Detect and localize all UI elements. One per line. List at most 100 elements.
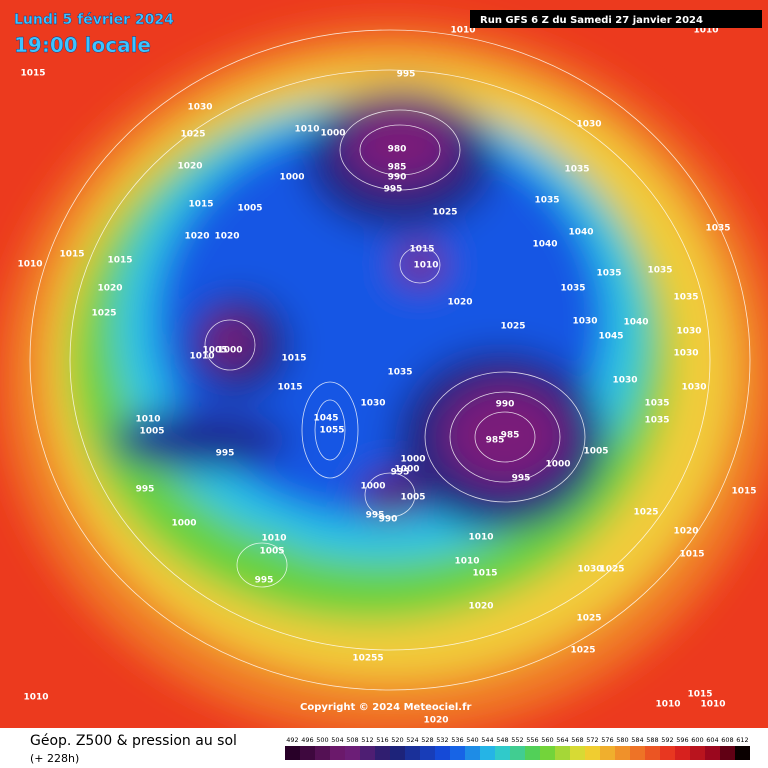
pressure-label: 1020 — [447, 298, 472, 308]
pressure-label: 1010 — [450, 26, 475, 36]
pressure-label: 1025 — [576, 614, 601, 624]
colorbar-tick-label: 520 — [391, 736, 403, 744]
colorbar-cell — [330, 746, 345, 760]
pressure-label: 1030 — [612, 376, 637, 386]
colorbar-cell — [600, 746, 615, 760]
pressure-label: 1035 — [534, 196, 559, 206]
colorbar-tick-label: 532 — [436, 736, 448, 744]
pressure-label: 1025 — [599, 565, 624, 575]
pressure-label: 990 — [496, 400, 515, 410]
pressure-label: 995 — [384, 185, 403, 195]
pressure-label: 1040 — [568, 228, 593, 238]
pressure-label: 1045 — [598, 332, 623, 342]
pressure-label: 1015 — [281, 354, 306, 364]
pressure-label: 10255 — [352, 654, 383, 664]
pressure-label: 1010 — [189, 352, 214, 362]
colorbar-tick-label: 540 — [466, 736, 478, 744]
colorbar-tick-label: 604 — [706, 736, 718, 744]
pressure-label: 995 — [391, 468, 410, 478]
pressure-label: 1055 — [319, 426, 344, 436]
pressure-label: 1010 — [454, 557, 479, 567]
pressure-label: 1000 — [400, 455, 425, 465]
forecast-date: Lundi 5 février 2024 — [14, 12, 174, 28]
colorbar-cell — [645, 746, 660, 760]
colorbar-cell — [630, 746, 645, 760]
pressure-label: 1000 — [320, 129, 345, 139]
pressure-label: 990 — [379, 515, 398, 525]
pressure-label: 1030 — [576, 120, 601, 130]
colorbar-cell — [615, 746, 630, 760]
pressure-label: 1015 — [20, 69, 45, 79]
pressure-label: 1010 — [413, 261, 438, 271]
colorbar: 492 496 500 504 508 512 516 520 524 528 532 536 540 5… — [285, 736, 750, 760]
pressure-label: 1035 — [596, 269, 621, 279]
pressure-label: 1000 — [545, 460, 570, 470]
colorbar-cell — [480, 746, 495, 760]
pressure-label: 1020 — [423, 716, 448, 726]
colorbar-tick-label: 564 — [556, 736, 568, 744]
pressure-label: 1030 — [360, 399, 385, 409]
colorbar-tick-label: 500 — [316, 736, 328, 744]
pressure-label: 995 — [255, 576, 274, 586]
colorbar-tick-label: 504 — [331, 736, 343, 744]
pressure-label: 1045 — [313, 414, 338, 424]
colorbar-cell — [420, 746, 435, 760]
pressure-label: 1000 — [279, 173, 304, 183]
colorbar-tick-label: 596 — [676, 736, 688, 744]
pressure-label: 1010 — [700, 700, 725, 710]
pressure-label: 1010 — [468, 533, 493, 543]
colorbar-tick-label: 572 — [586, 736, 598, 744]
colorbar-cell — [660, 746, 675, 760]
pressure-label: 1000 — [171, 519, 196, 529]
colorbar-cell — [345, 746, 360, 760]
copyright: Copyright © 2024 Meteociel.fr — [300, 702, 471, 713]
pressure-label: 1010 — [261, 534, 286, 544]
colorbar-cell — [525, 746, 540, 760]
pressure-label: 1035 — [644, 416, 669, 426]
pressure-label: 1015 — [59, 250, 84, 260]
pressure-label: 1020 — [214, 232, 239, 242]
pressure-label: 1020 — [184, 232, 209, 242]
pressure-label: 1030 — [681, 383, 706, 393]
pressure-label: 1015 — [679, 550, 704, 560]
colorbar-tick-label: 508 — [346, 736, 358, 744]
colorbar-tick-label: 576 — [601, 736, 613, 744]
pressure-label: 980 — [388, 145, 407, 155]
pressure-label: 995 — [397, 70, 416, 80]
colorbar-tick-label: 568 — [571, 736, 583, 744]
pressure-label: 1020 — [177, 162, 202, 172]
colorbar-tick-label: 524 — [406, 736, 418, 744]
colorbar-tick-label: 512 — [361, 736, 373, 744]
colorbar-tick-label: 588 — [646, 736, 658, 744]
pressure-label: 1015 — [188, 200, 213, 210]
pressure-label: 1030 — [676, 327, 701, 337]
height-field — [0, 25, 768, 735]
colorbar-tick-label: 612 — [736, 736, 748, 744]
pressure-label: 1040 — [532, 240, 557, 250]
pressure-label: 1005 — [583, 447, 608, 457]
pressure-label: 1025 — [500, 322, 525, 332]
pressure-label: 990 — [388, 173, 407, 183]
pressure-label: 1035 — [560, 284, 585, 294]
pressure-label: 985 — [486, 436, 505, 446]
colorbar-tick-label: 592 — [661, 736, 673, 744]
pressure-label: 995 — [136, 485, 155, 495]
pressure-label: 1000 — [394, 465, 419, 475]
colorbar-cell — [735, 746, 750, 760]
colorbar-tick-label: 548 — [496, 736, 508, 744]
pressure-label: 1025 — [633, 508, 658, 518]
pressure-label: 1005 — [202, 346, 227, 356]
run-banner — [470, 10, 762, 28]
colorbar-cell — [300, 746, 315, 760]
pressure-label: 1010 — [17, 260, 42, 270]
colorbar-cell — [405, 746, 420, 760]
pressure-label: 1005 — [259, 547, 284, 557]
pressure-label: 1005 — [139, 427, 164, 437]
pressure-label: 1035 — [564, 165, 589, 175]
colorbar-tick-label: 536 — [451, 736, 463, 744]
pressure-label: 1035 — [387, 368, 412, 378]
colorbar-tick-label: 516 — [376, 736, 388, 744]
colorbar-cell — [450, 746, 465, 760]
pressure-label: 1025 — [432, 208, 457, 218]
